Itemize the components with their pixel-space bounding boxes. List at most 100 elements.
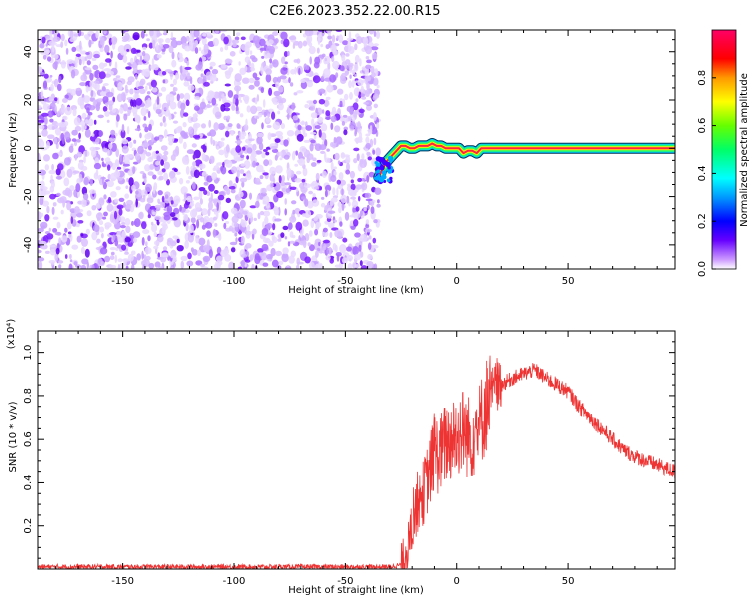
noise-blob [269, 173, 275, 182]
noise-blob [169, 101, 177, 110]
noise-blob [162, 44, 170, 49]
noise-blob [349, 121, 356, 130]
noise-blob [141, 250, 144, 260]
noise-blob [325, 116, 331, 120]
noise-blob [354, 130, 357, 137]
noise-blob [349, 74, 352, 79]
noise-blob [283, 154, 290, 160]
noise-blob [309, 131, 317, 135]
noise-blob [289, 231, 294, 238]
noise-blob [302, 213, 306, 217]
noise-blob [183, 192, 187, 202]
noise-blob [310, 139, 316, 144]
noise-blob [228, 261, 235, 269]
noise-blob [252, 160, 257, 168]
noise-blob [205, 104, 213, 108]
noise-blob [216, 246, 222, 255]
noise-blob [376, 122, 380, 129]
noise-blob [116, 244, 123, 249]
noise-blob [110, 129, 116, 136]
noise-blob [351, 69, 356, 75]
noise-blob [69, 37, 76, 43]
noise-blob [159, 122, 163, 127]
noise-blob [116, 166, 122, 170]
noise-blob [371, 72, 376, 78]
noise-blob [95, 169, 99, 177]
noise-blob [60, 60, 66, 69]
noise-blob [290, 69, 296, 75]
noise-blob [260, 252, 267, 261]
noise-blob [366, 261, 374, 268]
noise-blob [206, 191, 211, 197]
noise-blob [253, 217, 257, 221]
heatmap-y-axis-label: Frequency (Hz) [8, 112, 19, 188]
noise-blob [163, 32, 168, 36]
noise-blob [307, 242, 311, 247]
noise-blob [346, 195, 350, 204]
noise-blob [39, 124, 45, 130]
noise-blob [240, 253, 248, 258]
noise-blob [341, 202, 345, 211]
noise-blob [358, 244, 362, 252]
noise-blob [119, 107, 124, 114]
noise-blob [342, 114, 348, 118]
noise-blob [329, 74, 336, 83]
noise-blob [163, 30, 167, 34]
noise-blob [261, 122, 264, 130]
snr-series-line [38, 355, 675, 569]
noise-blob [84, 248, 90, 258]
noise-blob [58, 75, 62, 84]
noise-blob [306, 156, 311, 164]
noise-blob [54, 97, 58, 102]
noise-blob [314, 56, 321, 65]
noise-blob [376, 30, 380, 39]
noise-blob [373, 30, 377, 37]
noise-blob [309, 244, 315, 252]
noise-blob [286, 167, 292, 176]
noise-blob [192, 154, 196, 160]
noise-blob [244, 56, 251, 63]
noise-blob [42, 103, 50, 111]
noise-blob [336, 254, 340, 262]
noise-blob [343, 129, 348, 136]
noise-blob [185, 35, 190, 42]
noise-blob [123, 113, 128, 121]
noise-blob [189, 202, 195, 207]
noise-blob [314, 125, 321, 129]
noise-blob [203, 215, 210, 224]
noise-blob [104, 110, 110, 117]
noise-blob [201, 123, 206, 129]
noise-blob [330, 122, 334, 130]
noise-blob [281, 56, 286, 64]
noise-blob [133, 237, 137, 243]
noise-blob [101, 176, 105, 186]
noise-blob [99, 247, 108, 255]
noise-blob [55, 175, 63, 180]
noise-blob [167, 135, 175, 144]
heatmap-x-tick-label: -150 [111, 276, 134, 287]
noise-blob [272, 121, 281, 130]
noise-blob [217, 194, 225, 201]
noise-blob [161, 86, 167, 92]
noise-blob [160, 145, 168, 151]
noise-blob [102, 106, 108, 112]
noise-blob [340, 194, 347, 204]
noise-blob [186, 260, 194, 267]
noise-blob [46, 205, 50, 214]
noise-blob [325, 96, 331, 100]
noise-blob [105, 160, 113, 169]
noise-blob [262, 99, 266, 108]
noise-blob [236, 123, 241, 129]
noise-blob [265, 238, 269, 244]
noise-blob [225, 58, 233, 64]
noise-blob [269, 166, 277, 175]
noise-blob [276, 191, 284, 198]
noise-blob [230, 207, 238, 214]
noise-blob [47, 110, 54, 118]
noise-blob [183, 202, 189, 209]
noise-blob [121, 123, 125, 133]
noise-blob [246, 105, 251, 113]
noise-blob [76, 178, 81, 185]
noise-blob [40, 180, 45, 190]
noise-blob [360, 85, 364, 93]
